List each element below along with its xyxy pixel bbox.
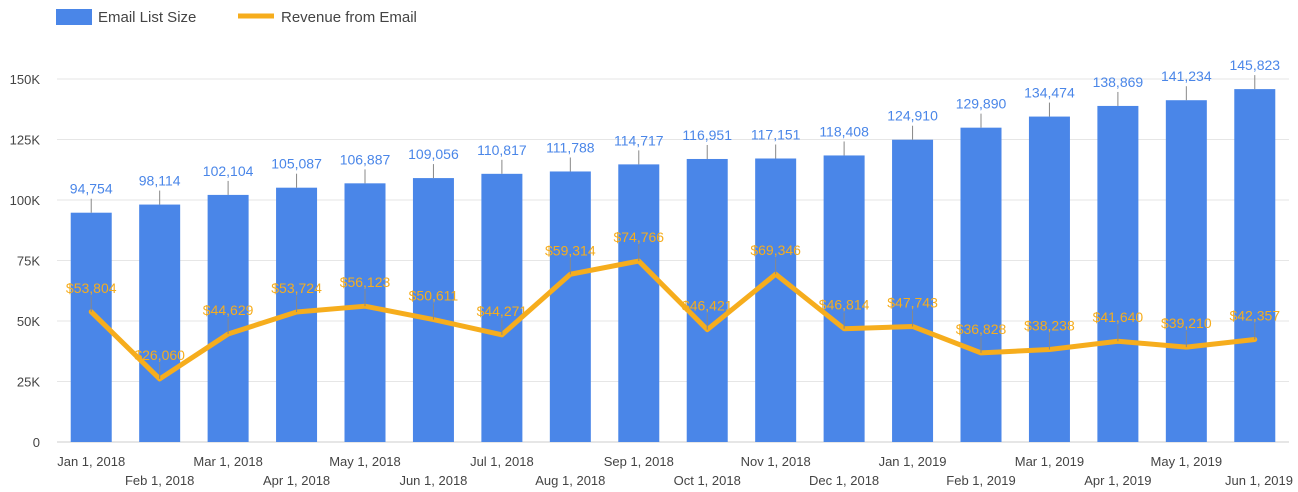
x-tick-label: Nov 1, 2018 (741, 454, 811, 469)
bar-data-label: 117,151 (751, 126, 801, 142)
bar-data-label: 110,817 (477, 142, 527, 158)
x-tick-label: Mar 1, 2019 (1015, 454, 1084, 469)
x-tick-label: Jan 1, 2018 (57, 454, 125, 469)
x-tick-label: Jun 1, 2019 (1225, 473, 1293, 488)
legend-label-revenue: Revenue from Email (281, 9, 417, 26)
y-tick-label: 125K (10, 133, 41, 148)
bar-data-label: 109,056 (408, 146, 459, 162)
line-data-label: $46,421 (682, 298, 733, 314)
bar (755, 158, 797, 443)
x-tick-label: Apr 1, 2018 (263, 473, 330, 488)
bar (1234, 89, 1276, 442)
x-tick-label: Mar 1, 2018 (193, 454, 262, 469)
y-tick-label: 50K (17, 314, 40, 329)
bar-data-label: 129,890 (956, 96, 1007, 112)
line-data-label: $26,060 (134, 347, 185, 363)
x-tick-label: May 1, 2019 (1151, 454, 1223, 469)
bar (892, 139, 934, 442)
y-tick-label: 150K (10, 72, 41, 87)
bar-data-label: 138,869 (1093, 74, 1144, 90)
bar-data-label: 145,823 (1229, 57, 1280, 73)
bar (549, 171, 591, 443)
line-data-label: $53,804 (66, 280, 117, 296)
bar-data-label: 134,474 (1024, 85, 1075, 101)
line-data-label: $46,814 (819, 297, 870, 313)
bar (1165, 100, 1207, 443)
bar (960, 127, 1002, 442)
bar-data-label: 141,234 (1161, 68, 1212, 84)
line-data-label: $39,210 (1161, 315, 1212, 331)
bar (481, 173, 523, 442)
bar-data-label: 124,910 (887, 108, 938, 124)
line-data-label: $44,629 (203, 302, 254, 318)
legend-swatch-email-list-size (56, 9, 92, 25)
line-data-label: $38,238 (1024, 317, 1075, 333)
bar-data-label: 116,951 (682, 127, 732, 143)
y-tick-label: 75K (17, 254, 40, 269)
line-data-label: $50,611 (409, 288, 459, 304)
bar (618, 164, 660, 442)
line-data-label: $59,314 (545, 242, 596, 258)
x-tick-label: Oct 1, 2018 (674, 473, 741, 488)
line-series (88, 258, 1258, 382)
x-tick-label: Apr 1, 2019 (1084, 473, 1151, 488)
bar (686, 158, 728, 442)
bar-data-label: 94,754 (70, 181, 113, 197)
x-tick-label: Dec 1, 2018 (809, 473, 879, 488)
line-data-label: $47,743 (887, 294, 938, 310)
bar-data-label: 118,408 (819, 123, 869, 139)
y-tick-label: 25K (17, 375, 40, 390)
bar-data-label: 98,114 (139, 173, 181, 189)
bar-data-label: 111,788 (546, 139, 595, 155)
line-data-label: $42,357 (1229, 307, 1280, 323)
revenue-line (88, 258, 1258, 382)
line-data-label: $53,724 (271, 280, 322, 296)
x-tick-label: Feb 1, 2019 (946, 473, 1015, 488)
x-tick-label: Jun 1, 2018 (399, 473, 467, 488)
legend: Email List Size Revenue from Email (56, 9, 417, 26)
y-axis: 0 25K 50K 75K 100K 125K 150K (10, 72, 41, 450)
x-tick-label: Jan 1, 2019 (879, 454, 947, 469)
bar (1097, 105, 1139, 443)
bar (139, 204, 181, 442)
line-data-label: $56,123 (340, 274, 391, 290)
line-labels: $53,804 $26,060 $44,629 $53,724 $56,123 $50,6… (66, 229, 1280, 379)
x-tick-label: Jul 1, 2018 (470, 454, 534, 469)
line-data-label: $44,271 (477, 303, 528, 319)
bar-data-label: 106,887 (340, 151, 391, 167)
line-data-label: $69,346 (750, 242, 801, 258)
bar (1028, 116, 1070, 442)
bar-data-label: 114,717 (614, 132, 664, 148)
y-tick-label: 100K (10, 193, 41, 208)
x-tick-label: May 1, 2018 (329, 454, 401, 469)
x-tick-label: Aug 1, 2018 (535, 473, 605, 488)
line-data-label: $41,640 (1093, 309, 1144, 325)
bar (344, 183, 386, 442)
x-tick-label: Sep 1, 2018 (604, 454, 674, 469)
line-data-label: $74,766 (613, 229, 664, 245)
bar-labels: 94,754 98,114 102,104 105,087 106,887 109,056… (70, 57, 1280, 213)
bar-series (70, 89, 1276, 443)
line-data-label: $36,828 (956, 321, 1007, 337)
y-tick-label: 0 (33, 435, 40, 450)
bar (823, 155, 865, 442)
x-tick-label: Feb 1, 2018 (125, 473, 194, 488)
bar-data-label: 102,104 (203, 163, 254, 179)
legend-label-email-list-size: Email List Size (98, 9, 196, 26)
bar-data-label: 105,087 (271, 156, 322, 172)
